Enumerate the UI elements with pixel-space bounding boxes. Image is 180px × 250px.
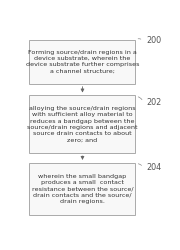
Text: 200: 200 <box>147 36 162 45</box>
Text: 202: 202 <box>147 98 162 107</box>
FancyBboxPatch shape <box>30 163 136 215</box>
FancyBboxPatch shape <box>30 96 136 153</box>
Text: Forming source/drain regions in a
device substrate, wherein the
device substrate: Forming source/drain regions in a device… <box>26 50 139 74</box>
FancyBboxPatch shape <box>30 40 136 84</box>
Text: wherein the small bandgap
produces a small  contact
resistance between the sourc: wherein the small bandgap produces a sma… <box>32 174 133 204</box>
Text: 204: 204 <box>147 163 162 172</box>
Text: alloying the source/drain regions
with sufficient alloy material to
reduces a ba: alloying the source/drain regions with s… <box>27 106 138 143</box>
